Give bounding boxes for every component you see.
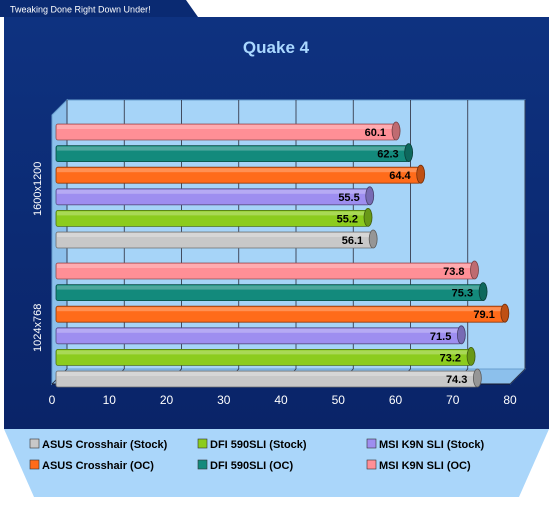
bar-highlight — [57, 307, 504, 312]
bar-cap — [456, 325, 466, 345]
legend-label: DFI 590SLI (OC) — [210, 460, 293, 472]
data-label: 55.2 — [337, 213, 358, 225]
bar-cap — [368, 229, 378, 249]
bar-highlight — [57, 125, 396, 129]
bar — [55, 143, 414, 163]
bar-highlight — [57, 264, 474, 268]
bar-cap — [500, 303, 510, 323]
x-tick-label: 80 — [503, 393, 517, 407]
x-tick-label: 50 — [332, 393, 346, 407]
chart-title: Quake 4 — [243, 38, 310, 57]
bar — [55, 346, 476, 366]
bar-cap — [478, 282, 488, 302]
data-label: 60.1 — [365, 127, 386, 139]
legend-label: MSI K9N SLI (OC) — [379, 460, 471, 472]
data-label: 73.2 — [440, 352, 461, 364]
x-tick-label: 0 — [49, 393, 56, 407]
bar — [55, 207, 373, 227]
legend-swatch — [29, 459, 40, 470]
x-tick-label: 30 — [217, 393, 231, 407]
legend-item: ASUS Crosshair (Stock) — [29, 438, 168, 451]
legend-swatch — [197, 438, 208, 449]
x-tick-label: 40 — [274, 393, 288, 407]
bar-cap — [470, 260, 479, 280]
data-label: 75.3 — [452, 288, 473, 300]
bar-highlight — [57, 350, 471, 355]
bar-highlight — [57, 211, 368, 216]
bar — [55, 282, 488, 302]
bar — [55, 325, 466, 345]
data-label: 74.3 — [446, 374, 467, 386]
bar-cap — [404, 143, 414, 163]
category-labels: 1600x1200 1024x768 — [32, 162, 44, 352]
data-label: 56.1 — [342, 235, 363, 247]
legend-item: MSI K9N SLI (Stock) — [366, 438, 484, 451]
legend-label: ASUS Crosshair (Stock) — [42, 439, 168, 451]
legend-label: DFI 590SLI (Stock) — [210, 439, 307, 451]
bar-highlight — [57, 372, 477, 376]
bar-cap — [466, 346, 476, 366]
legend-item: ASUS Crosshair (OC) — [29, 459, 154, 472]
legend-item: MSI K9N SLI (OC) — [366, 459, 471, 472]
bar — [55, 260, 479, 280]
data-label: 79.1 — [473, 309, 494, 321]
legend-label: MSI K9N SLI (Stock) — [379, 439, 484, 451]
bar-cap — [391, 121, 401, 141]
data-label: 71.5 — [430, 331, 451, 343]
x-tick-label: 70 — [446, 393, 460, 407]
bar-highlight — [57, 285, 483, 290]
header-tab — [0, 0, 198, 17]
bar — [55, 229, 378, 249]
legend-swatch — [197, 459, 208, 470]
bar-highlight — [57, 189, 369, 194]
bar — [55, 164, 426, 184]
grid-line-floor — [509, 368, 526, 385]
header-tab-text: Tweaking Done Right Down Under! — [10, 5, 151, 15]
data-label: 64.4 — [389, 170, 411, 182]
data-label: 73.8 — [443, 266, 464, 278]
bar-highlight — [57, 328, 461, 333]
legend-box — [4, 429, 549, 497]
legend-label: ASUS Crosshair (OC) — [42, 460, 154, 472]
x-axis-ticks: 0 10 20 30 40 50 60 70 80 — [49, 393, 517, 407]
category-label: 1024x768 — [32, 304, 44, 352]
bar — [55, 303, 510, 323]
bar-cap — [416, 164, 426, 184]
category-label: 1600x1200 — [32, 162, 44, 216]
x-tick-label: 10 — [103, 393, 117, 407]
legend-item: DFI 590SLI (OC) — [197, 459, 293, 472]
legend-swatch — [366, 459, 377, 470]
legend: ASUS Crosshair (Stock) DFI 590SLI (Stock)… — [29, 438, 484, 472]
legend-item: DFI 590SLI (Stock) — [197, 438, 307, 451]
bar-cap — [365, 186, 375, 206]
x-tick-label: 20 — [160, 393, 174, 407]
data-labels: 60.1 62.3 64.4 55.5 55.2 56.1 73.8 75.379.1 71.5… — [337, 127, 495, 386]
bars — [55, 121, 510, 388]
bar-cap — [472, 368, 482, 388]
bar — [55, 186, 375, 206]
bar-highlight — [57, 233, 373, 237]
bar-highlight — [57, 168, 420, 173]
data-label: 55.5 — [338, 192, 359, 204]
legend-swatch — [366, 438, 377, 449]
x-tick-label: 60 — [389, 393, 403, 407]
bar — [55, 368, 482, 388]
bar — [55, 121, 401, 141]
data-label: 62.3 — [377, 149, 398, 161]
bar-highlight — [57, 146, 408, 151]
bar-cap — [363, 207, 373, 227]
legend-swatch — [29, 438, 40, 449]
